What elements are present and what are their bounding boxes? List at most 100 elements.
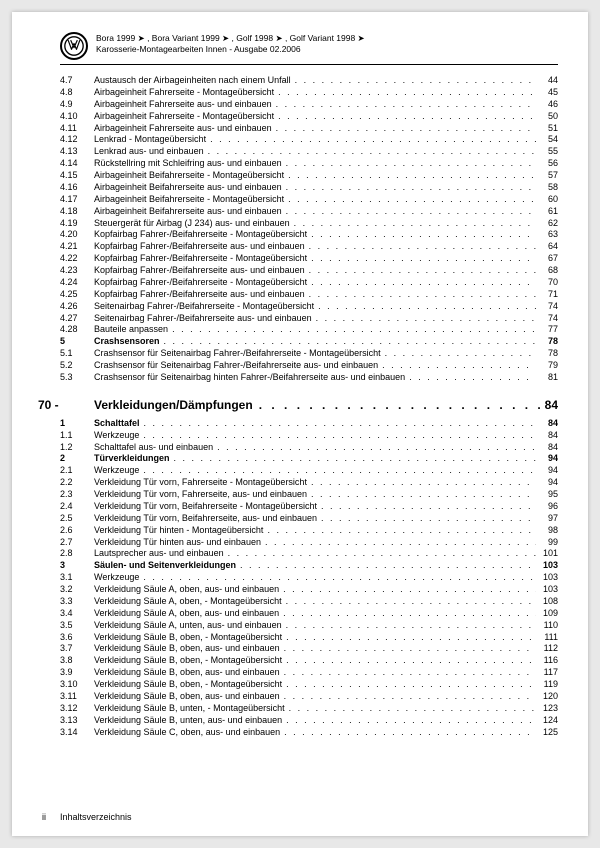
header-text: Bora 1999 ➤ , Bora Variant 1999 ➤ , Golf… bbox=[96, 32, 365, 55]
toc-dots bbox=[279, 584, 536, 596]
toc-number: 3.5 bbox=[60, 620, 94, 632]
toc-number: 4.26 bbox=[60, 301, 94, 313]
toc-title: Airbageinheit Fahrerseite - Montageübers… bbox=[94, 87, 274, 99]
toc-page: 74 bbox=[536, 313, 558, 325]
toc-dots bbox=[206, 134, 536, 146]
toc-entry: 4.13Lenkrad aus- und einbauen55 bbox=[60, 146, 558, 158]
toc-number: 3.13 bbox=[60, 715, 94, 727]
toc-page: 71 bbox=[536, 289, 558, 301]
toc-entry: 4.17Airbageinheit Beifahrerseite - Monta… bbox=[60, 194, 558, 206]
toc-page: 109 bbox=[536, 608, 558, 620]
header-subtitle: Karosserie-Montagearbeiten Innen - Ausga… bbox=[96, 44, 365, 55]
toc-page: 78 bbox=[536, 336, 558, 348]
footer-page-number: ii bbox=[42, 812, 46, 822]
toc-entry: 4.19Steuergerät für Airbag (J 234) aus- … bbox=[60, 218, 558, 230]
toc-dots bbox=[140, 418, 536, 430]
toc-title: Säulen- und Seitenverkleidungen bbox=[94, 560, 236, 572]
toc-entry: 4.27Seitenairbag Fahrer-/Beifahrerseite … bbox=[60, 313, 558, 325]
toc-page: 84 bbox=[536, 418, 558, 430]
toc-dots bbox=[139, 572, 536, 584]
toc-entry: 4.26Seitenairbag Fahrer-/Beifahrerseite … bbox=[60, 301, 558, 313]
toc-page: 119 bbox=[536, 679, 558, 691]
toc-page: 111 bbox=[536, 632, 558, 644]
toc-entry: 2.6Verkleidung Tür hinten - Montageübers… bbox=[60, 525, 558, 537]
toc-number: 4.23 bbox=[60, 265, 94, 277]
toc-page: 95 bbox=[536, 489, 558, 501]
toc-title: Kopfairbag Fahrer-/Beifahrerseite aus- u… bbox=[94, 241, 305, 253]
toc-page: 116 bbox=[536, 655, 558, 667]
toc-number: 4.14 bbox=[60, 158, 94, 170]
toc-entry: 3.6Verkleidung Säule B, oben, - Montageü… bbox=[60, 632, 558, 644]
toc-number: 4.17 bbox=[60, 194, 94, 206]
toc-section-2: 1Schalttafel841.1Werkzeuge841.2Schalttaf… bbox=[60, 418, 558, 739]
toc-title: Crashsensor für Seitenairbag Fahrer-/Bei… bbox=[94, 348, 381, 360]
toc-entry: 4.11Airbageinheit Fahrerseite aus- und e… bbox=[60, 123, 558, 135]
toc-title: Lenkrad - Montageübersicht bbox=[94, 134, 206, 146]
toc-number: 5.1 bbox=[60, 348, 94, 360]
toc-title: Verkleidung Säule B, oben, - Montageüber… bbox=[94, 679, 282, 691]
toc-title: Verkleidung Säule A, oben, aus- und einb… bbox=[94, 608, 279, 620]
toc-entry: 5Crashsensoren78 bbox=[60, 336, 558, 348]
toc-number: 4.20 bbox=[60, 229, 94, 241]
toc-page: 84 bbox=[536, 430, 558, 442]
toc-title: Verkleidung Säule B, oben, aus- und einb… bbox=[94, 691, 280, 703]
toc-dots bbox=[305, 241, 536, 253]
toc-entry: 3.2Verkleidung Säule A, oben, aus- und e… bbox=[60, 584, 558, 596]
toc-entry: 5.2Crashsensor für Seitenairbag Fahrer-/… bbox=[60, 360, 558, 372]
toc-number: 2.1 bbox=[60, 465, 94, 477]
toc-page: 79 bbox=[536, 360, 558, 372]
toc-page: 57 bbox=[536, 170, 558, 182]
toc-number: 2.7 bbox=[60, 537, 94, 549]
toc-number: 1.1 bbox=[60, 430, 94, 442]
toc-entry: 5.3Crashsensor für Seitenairbag hinten F… bbox=[60, 372, 558, 384]
toc-page: 58 bbox=[536, 182, 558, 194]
toc-number: 4.13 bbox=[60, 146, 94, 158]
toc-page: 98 bbox=[536, 525, 558, 537]
toc-number: 2.6 bbox=[60, 525, 94, 537]
chapter-dots bbox=[253, 398, 545, 412]
toc-title: Airbageinheit Beifahrerseite - Montageüb… bbox=[94, 194, 284, 206]
chapter-number: 70 - bbox=[38, 398, 94, 412]
toc-entry: 5.1Crashsensor für Seitenairbag Fahrer-/… bbox=[60, 348, 558, 360]
toc-dots bbox=[274, 111, 536, 123]
toc-title: Schalttafel bbox=[94, 418, 140, 430]
toc-page: 108 bbox=[536, 596, 558, 608]
toc-title: Verkleidung Säule A, unten, aus- und ein… bbox=[94, 620, 282, 632]
toc-dots bbox=[291, 75, 536, 87]
toc-page: 67 bbox=[536, 253, 558, 265]
toc-number: 4.15 bbox=[60, 170, 94, 182]
toc-dots bbox=[282, 655, 536, 667]
toc-dots bbox=[274, 87, 536, 99]
toc-dots bbox=[224, 548, 536, 560]
toc-page: 124 bbox=[536, 715, 558, 727]
toc-entry: 3.5Verkleidung Säule A, unten, aus- und … bbox=[60, 620, 558, 632]
toc-title: Verkleidung Säule B, oben, aus- und einb… bbox=[94, 667, 280, 679]
toc-page: 99 bbox=[536, 537, 558, 549]
chapter-title: Verkleidungen/Dämpfungen bbox=[94, 398, 253, 412]
toc-title: Werkzeuge bbox=[94, 465, 139, 477]
toc-number: 4.21 bbox=[60, 241, 94, 253]
toc-dots bbox=[282, 158, 536, 170]
toc-page: 125 bbox=[536, 727, 558, 739]
toc-title: Verkleidung Tür hinten aus- und einbauen bbox=[94, 537, 261, 549]
toc-number: 3.14 bbox=[60, 727, 94, 739]
toc-page: 68 bbox=[536, 265, 558, 277]
toc-number: 3.9 bbox=[60, 667, 94, 679]
toc-number: 4.19 bbox=[60, 218, 94, 230]
toc-title: Kopfairbag Fahrer-/Beifahrerseite - Mont… bbox=[94, 253, 307, 265]
toc-title: Verkleidung Tür vorn, Fahrerseite, aus- … bbox=[94, 489, 307, 501]
toc-page: 60 bbox=[536, 194, 558, 206]
toc-page: 103 bbox=[536, 560, 558, 572]
toc-title: Lenkrad aus- und einbauen bbox=[94, 146, 204, 158]
toc-entry: 2.3Verkleidung Tür vorn, Fahrerseite, au… bbox=[60, 489, 558, 501]
toc-dots bbox=[282, 620, 536, 632]
toc-entry: 4.24Kopfairbag Fahrer-/Beifahrerseite - … bbox=[60, 277, 558, 289]
toc-number: 3.8 bbox=[60, 655, 94, 667]
toc-entry: 1.1Werkzeuge84 bbox=[60, 430, 558, 442]
toc-dots bbox=[285, 703, 536, 715]
toc-title: Schalttafel aus- und einbauen bbox=[94, 442, 213, 454]
toc-number: 4.7 bbox=[60, 75, 94, 87]
toc-page: 94 bbox=[536, 477, 558, 489]
toc-dots bbox=[261, 537, 536, 549]
toc-entry: 4.25Kopfairbag Fahrer-/Beifahrerseite au… bbox=[60, 289, 558, 301]
